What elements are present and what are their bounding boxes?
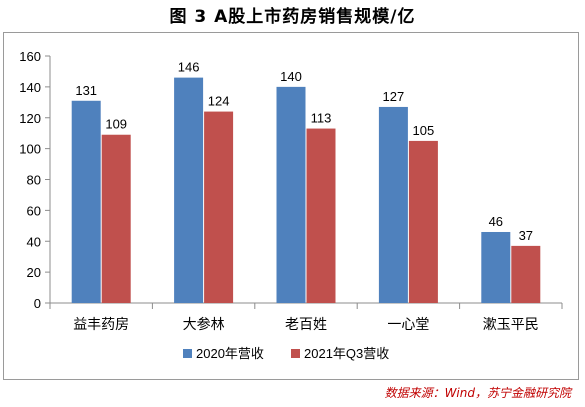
legend-swatch bbox=[291, 349, 300, 358]
y-tick-label: 160 bbox=[19, 49, 41, 64]
data-label: 127 bbox=[383, 89, 405, 104]
x-tick-label: 一心堂 bbox=[387, 316, 429, 332]
y-tick-label: 40 bbox=[27, 234, 41, 249]
bar-2021q3 bbox=[204, 111, 234, 303]
data-label: 146 bbox=[178, 60, 200, 75]
legend-swatch bbox=[183, 349, 192, 358]
data-label: 131 bbox=[75, 83, 97, 98]
y-tick-label: 20 bbox=[27, 265, 41, 280]
bar-2020 bbox=[174, 77, 204, 303]
legend-label: 2020年营收 bbox=[196, 346, 264, 361]
data-label: 37 bbox=[519, 228, 533, 243]
y-tick-label: 120 bbox=[19, 111, 41, 126]
bar-2021q3 bbox=[306, 128, 336, 303]
data-label: 124 bbox=[208, 94, 230, 109]
data-label: 109 bbox=[105, 117, 127, 132]
x-tick-label: 益丰药房 bbox=[73, 316, 129, 332]
legend-label: 2021年Q3营收 bbox=[304, 346, 389, 361]
y-tick-label: 100 bbox=[19, 142, 41, 157]
data-label: 46 bbox=[489, 214, 503, 229]
y-tick-label: 60 bbox=[27, 203, 41, 218]
data-label: 113 bbox=[311, 111, 332, 126]
bar-2020 bbox=[276, 86, 306, 303]
y-tick-label: 0 bbox=[34, 296, 41, 311]
bar-2020 bbox=[378, 106, 408, 303]
bar-2021q3 bbox=[408, 140, 438, 303]
source-note: 数据来源：Wind，苏宁金融研究院 bbox=[384, 386, 571, 400]
data-label: 140 bbox=[280, 69, 302, 84]
x-tick-label: 老百姓 bbox=[285, 316, 327, 332]
bar-2021q3 bbox=[511, 245, 541, 303]
bar-2020 bbox=[71, 100, 101, 303]
x-tick-label: 漱玉平民 bbox=[483, 316, 539, 332]
bar-2021q3 bbox=[101, 134, 131, 303]
y-tick-label: 80 bbox=[27, 173, 41, 188]
bar-2020 bbox=[481, 231, 511, 303]
data-label: 105 bbox=[413, 123, 435, 138]
x-tick-label: 大参林 bbox=[183, 316, 225, 332]
chart-title: 图 3 A股上市药房销售规模/亿 bbox=[169, 7, 416, 27]
y-tick-label: 140 bbox=[19, 80, 41, 95]
